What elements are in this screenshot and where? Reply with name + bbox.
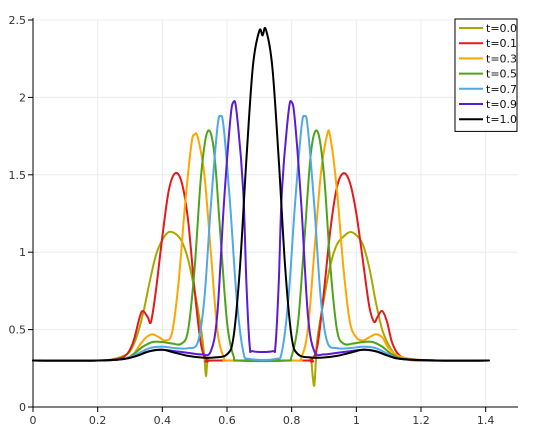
legend-label: t=0.7 <box>486 83 517 96</box>
y-tick-label: 1 <box>19 246 26 259</box>
legend-box <box>454 18 518 132</box>
legend-label: t=0.3 <box>486 52 517 65</box>
y-tick-label: 0 <box>19 401 26 414</box>
legend-label: t=0.1 <box>486 37 517 50</box>
legend-label: t=1.0 <box>486 113 517 126</box>
x-tick-label: 0.6 <box>218 414 236 427</box>
x-tick-label: 0.2 <box>89 414 107 427</box>
y-tick-label: 0.5 <box>9 324 27 337</box>
x-tick-label: 1.2 <box>412 414 430 427</box>
series-line-t-1-0 <box>32 27 490 362</box>
x-tick-label: 0.8 <box>283 414 301 427</box>
y-tick-label: 1.5 <box>9 169 27 182</box>
legend-label: t=0.5 <box>486 68 517 81</box>
series-line-t-0-9 <box>32 100 490 362</box>
legend-label: t=0.0 <box>486 22 517 35</box>
x-tick-label: 1.4 <box>477 414 495 427</box>
y-tick-label: 2 <box>19 91 26 104</box>
x-tick-label: 0 <box>30 414 37 427</box>
legend-label: t=0.9 <box>486 98 517 111</box>
axes: 0 0.2 0.4 0.6 0.8 1 1.2 1.4 0 0.5 1 1.5 2 2.5 <box>9 14 518 427</box>
x-tick-label: 0.4 <box>154 414 172 427</box>
series-line-t-0-5 <box>32 129 490 363</box>
series-lines <box>32 27 490 387</box>
y-tick-label: 2.5 <box>9 14 27 27</box>
series-line-t-0-7 <box>32 114 490 362</box>
x-tick-label: 1 <box>353 414 360 427</box>
legend: t=0.0 t=0.1 t=0.3 t=0.5 t=0.7 t=0.9 t=1.0 <box>454 18 518 132</box>
